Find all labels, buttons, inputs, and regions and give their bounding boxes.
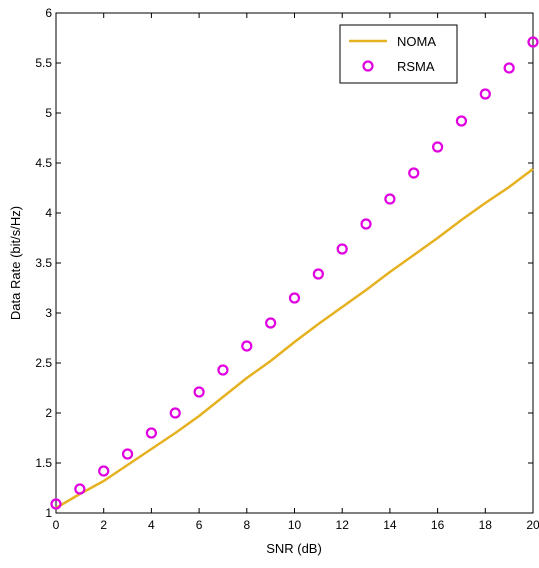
rsma-data-point [336, 243, 348, 255]
rsma-data-point [217, 364, 229, 376]
y-axis-label: Data Rate (bit/s/Hz) [8, 206, 23, 320]
y-tick-label: 4 [45, 206, 52, 220]
x-axis-label: SNR (dB) [266, 541, 322, 556]
legend-noma-label: NOMA [397, 34, 436, 49]
x-axis-ticks: 0 2 4 6 8 10 12 14 16 18 20 [53, 13, 539, 532]
rsma-data-point [408, 167, 420, 179]
legend: NOMA RSMA [339, 24, 458, 84]
y-tick-label: 3.5 [35, 256, 52, 270]
rsma-data-point [98, 465, 110, 477]
rsma-data-point [312, 268, 324, 280]
rsma-data-point [265, 317, 277, 329]
x-tick-label: 14 [383, 518, 397, 532]
x-tick-label: 0 [53, 518, 60, 532]
rsma-data-point [169, 407, 181, 419]
rsma-data-point [288, 292, 301, 304]
y-tick-label: 6 [45, 6, 52, 20]
x-tick-label: 4 [148, 518, 155, 532]
y-tick-label: 1.5 [35, 456, 52, 470]
y-tick-label: 2 [45, 406, 52, 420]
rsma-data-point [360, 218, 372, 230]
rsma-data-point [121, 448, 134, 460]
plot-area [55, 12, 534, 514]
y-tick-label: 4.5 [35, 156, 52, 170]
rsma-data-point [145, 427, 157, 439]
rsma-data-point [193, 386, 205, 398]
rsma-data-point [384, 193, 396, 205]
x-tick-label: 2 [100, 518, 107, 532]
legend-box [339, 24, 458, 84]
y-axis-ticks: 1 1.5 2 2.5 3 3.5 4 4.5 5 5.5 6 [35, 6, 533, 520]
rsma-data-point [432, 141, 444, 153]
series-layer [50, 36, 539, 510]
y-tick-label: 5.5 [35, 56, 52, 70]
rsma-data-point [455, 115, 468, 127]
x-tick-label: 20 [526, 518, 539, 532]
y-tick-label: 3 [45, 306, 52, 320]
legend-rsma-marker [362, 60, 374, 72]
x-tick-label: 16 [431, 518, 445, 532]
x-tick-label: 10 [288, 518, 302, 532]
x-tick-label: 18 [479, 518, 493, 532]
x-tick-label: 12 [336, 518, 350, 532]
x-tick-label: 8 [243, 518, 250, 532]
rsma-data-point [479, 88, 491, 100]
y-tick-label: 5 [45, 106, 52, 120]
rsma-data-point [527, 36, 539, 48]
noma-series-line [55, 168, 534, 510]
rsma-data-point [74, 483, 86, 495]
y-tick-label: 1 [45, 506, 52, 520]
y-tick-label: 2.5 [35, 356, 52, 370]
x-tick-label: 6 [196, 518, 203, 532]
rsma-data-point [503, 62, 515, 74]
rsma-data-point [241, 340, 253, 352]
legend-rsma-label: RSMA [397, 59, 435, 74]
rsma-data-point [50, 498, 62, 510]
